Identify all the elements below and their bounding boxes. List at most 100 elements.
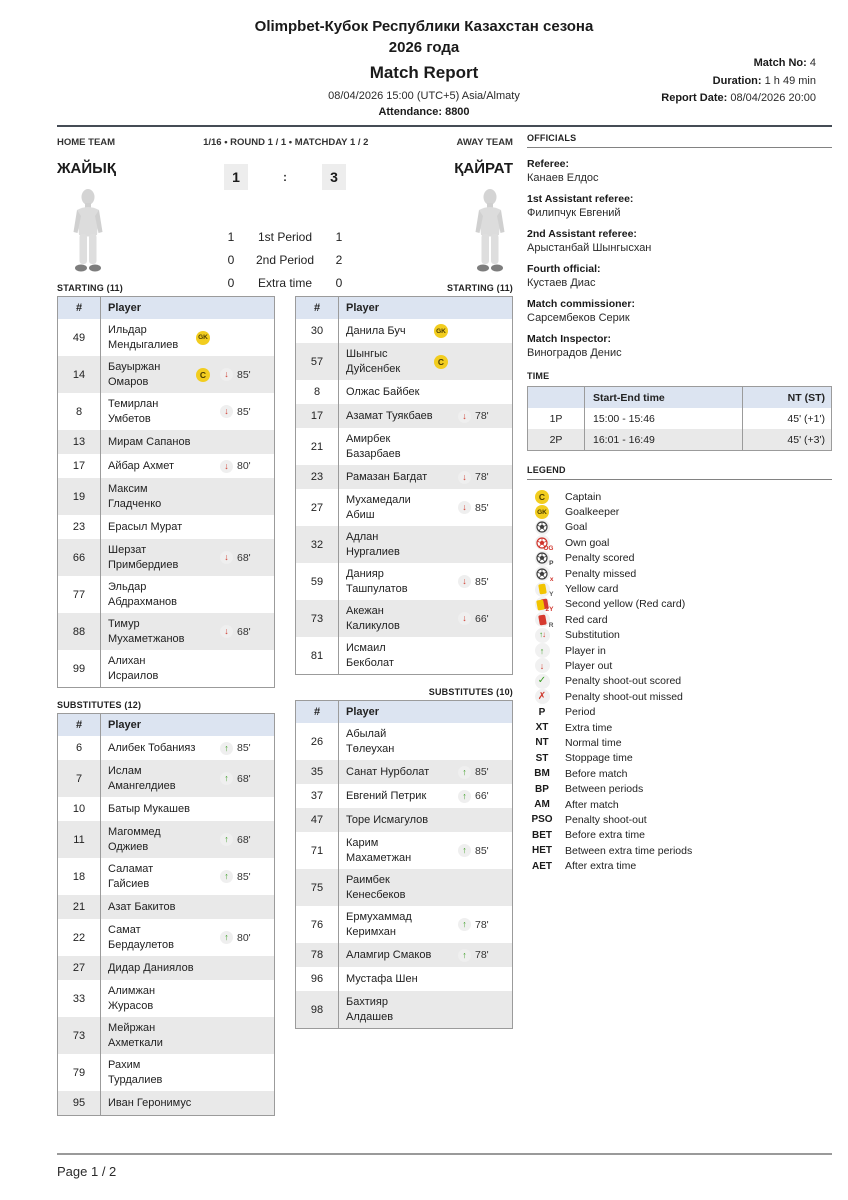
substitution-info: ↓ 85' [458,575,508,589]
legend-icon-cell [527,519,557,535]
substitution-minute: 66' [475,612,489,625]
player-out-icon: ↓ [458,470,471,484]
lineup-row: 57 Шынгыс Дуйсенбек C [296,343,512,381]
legend-icon-cell: NT [527,737,557,748]
player-number: 23 [296,465,339,490]
lineup-row: 17 Айбар Ахмет ↓ 80' [58,454,274,479]
legend-item-penalty-missed: x Penalty missed [527,566,832,582]
player-name: Раимбек Кенесбеков [346,874,406,901]
officials-list: Referee: Канаев Елдос 1st Assistant refere… [527,157,832,361]
legend-label: Period [565,706,596,719]
soccer-ball-icon [536,568,548,580]
legend-label: Goalkeeper [565,506,620,519]
player-name: Алихан Исраилов [108,655,159,682]
player-badges: GK [434,324,458,338]
legend-code: NT [535,737,549,749]
player-cell: Мейржан Ахметкали [101,1017,274,1054]
penalty-scored-icon: P [534,550,554,567]
player-cell: Азамат Туякбаев ↓ 78' [339,404,512,428]
player-name: Абылай Төлеухан [346,728,395,755]
legend-item-pso-scored: ✓ Penalty shoot-out scored [527,673,832,689]
legend-rule [527,479,832,480]
substitution-minute: 68' [237,833,251,846]
official-name: Канаев Елдос [527,172,599,184]
lineup-row: 37 Евгений Петрик ↑ 66' [296,784,512,809]
legend-label: After extra time [565,860,637,873]
home-team-label: HOME TEAM [57,137,116,148]
player-name: Ермухаммад Керимхан [346,911,412,938]
player-cell: Саламат Гайсиев ↑ 85' [101,858,274,895]
player-cell: Самат Бердаулетов ↑ 80' [101,919,274,956]
lineup-row: 88 Тимур Мухаметжанов ↓ 68' [58,613,274,651]
report-sidebar: OFFICIALS Referee: Канаев Елдос 1st Assist… [527,133,832,874]
column-header-player: Player [346,706,380,719]
legend-item-bet: BET Before extra time [527,828,832,843]
time-title: TIME [527,371,550,381]
legend-icon-cell: PSO [527,814,557,825]
substitution-info: ↑ 85' [220,870,270,884]
legend-code: AM [534,799,550,810]
player-name: Мирам Сапанов [108,435,191,448]
lineup-header-row: # Player [296,701,512,724]
column-header-player: Player [346,302,380,314]
legend-code: BET [532,829,552,841]
substitution-minute: 78' [475,949,489,962]
score-separator: : [283,170,287,184]
period-row: 0 Extra time 0 [222,276,348,290]
player-cell: Дидар Даниялов [101,956,274,980]
legend-icon-cell: R [527,612,557,628]
legend-code: PSO [531,814,553,826]
lineup-table: # Player 26 Абылай Төлеухан 35 Санат Нурболат… [295,700,513,1030]
stage-line: 1/16 • ROUND 1 / 1 • MATCHDAY 1 / 2 [203,137,369,148]
legend-icon-cell: P [527,550,557,567]
player-cell: Данияр Ташпулатов ↓ 85' [339,563,512,600]
official-entry: 1st Assistant referee: Филипчук Евгений [527,192,832,221]
legend-label: Second yellow (Red card) [565,598,686,611]
soccer-ball-icon [536,537,548,549]
legend-label: Penalty shoot-out [565,813,647,826]
home-substitutes-table: # Player 6 Алибек Тобанияз ↑ 85' 7 Ислам Аманге… [57,713,275,1117]
official-entry: Match commissioner: Сарсембеков Серик [527,297,832,326]
official-role: Referee: [527,158,570,170]
substitution-minute: 85' [475,766,489,779]
lineup-row: 79 Рахим Турдалиев [58,1054,274,1092]
away-starting-table: # Player 30 Данила Буч GK 57 Шынгыс Дуйсенбек C… [295,296,513,676]
player-in-icon: ↑ [220,870,233,884]
captain-badge-icon: C [196,367,210,382]
lineup-row: 59 Данияр Ташпулатов ↓ 85' [296,563,512,601]
official-name: Кустаев Диас [527,277,596,289]
player-number: 79 [58,1054,101,1092]
substitution-minute: 78' [475,918,489,931]
player-cell: Карим Махаметжан ↑ 85' [339,832,512,869]
player-number: 17 [58,454,101,479]
goalkeeper-icon: GK [535,505,550,520]
period-label: Extra time [257,276,312,290]
official-name: Арыстанбай Шынгысхан [527,242,652,254]
substitution-minute: 68' [237,625,251,638]
legend-item-goalkeeper: GK Goalkeeper [527,504,832,520]
substitution-info: ↓ 68' [220,625,270,639]
substitution-minute: 85' [475,844,489,857]
player-name: Темирлан Умбетов [108,398,159,425]
player-number: 32 [296,526,339,564]
lineup-header-row: # Player [58,714,274,737]
player-out-icon: ↓ [458,409,471,423]
player-in-icon: ↑ [458,789,471,803]
column-header-player: Player [108,719,142,732]
player-cell: Ермухаммад Керимхан ↑ 78' [339,906,512,943]
player-name: Адлан Нургалиев [346,531,400,558]
substitution-info: ↑ 78' [458,948,508,962]
player-out-icon: ↓ [220,625,233,639]
player-cell: Тимур Мухаметжанов ↓ 68' [101,613,274,650]
player-cell: Мирам Сапанов [101,430,274,454]
penalty-missed-icon: x [534,566,554,582]
player-name: Мухамедали Абиш [346,494,411,521]
lineup-row: 49 Ильдар Мендыгалиев GK [58,319,274,357]
time-row: 2P 16:01 - 16:49 45' (+3') [528,429,831,450]
player-name: Аламгир Смаков [346,949,432,962]
footer-divider [57,1153,832,1155]
legend-item-second-yellow: 2Y Second yellow (Red card) [527,596,832,613]
lineup-row: 27 Мухамедали Абиш ↓ 85' [296,489,512,527]
duration: Duration: 1 h 49 min [712,74,816,87]
player-number: 75 [296,869,339,907]
